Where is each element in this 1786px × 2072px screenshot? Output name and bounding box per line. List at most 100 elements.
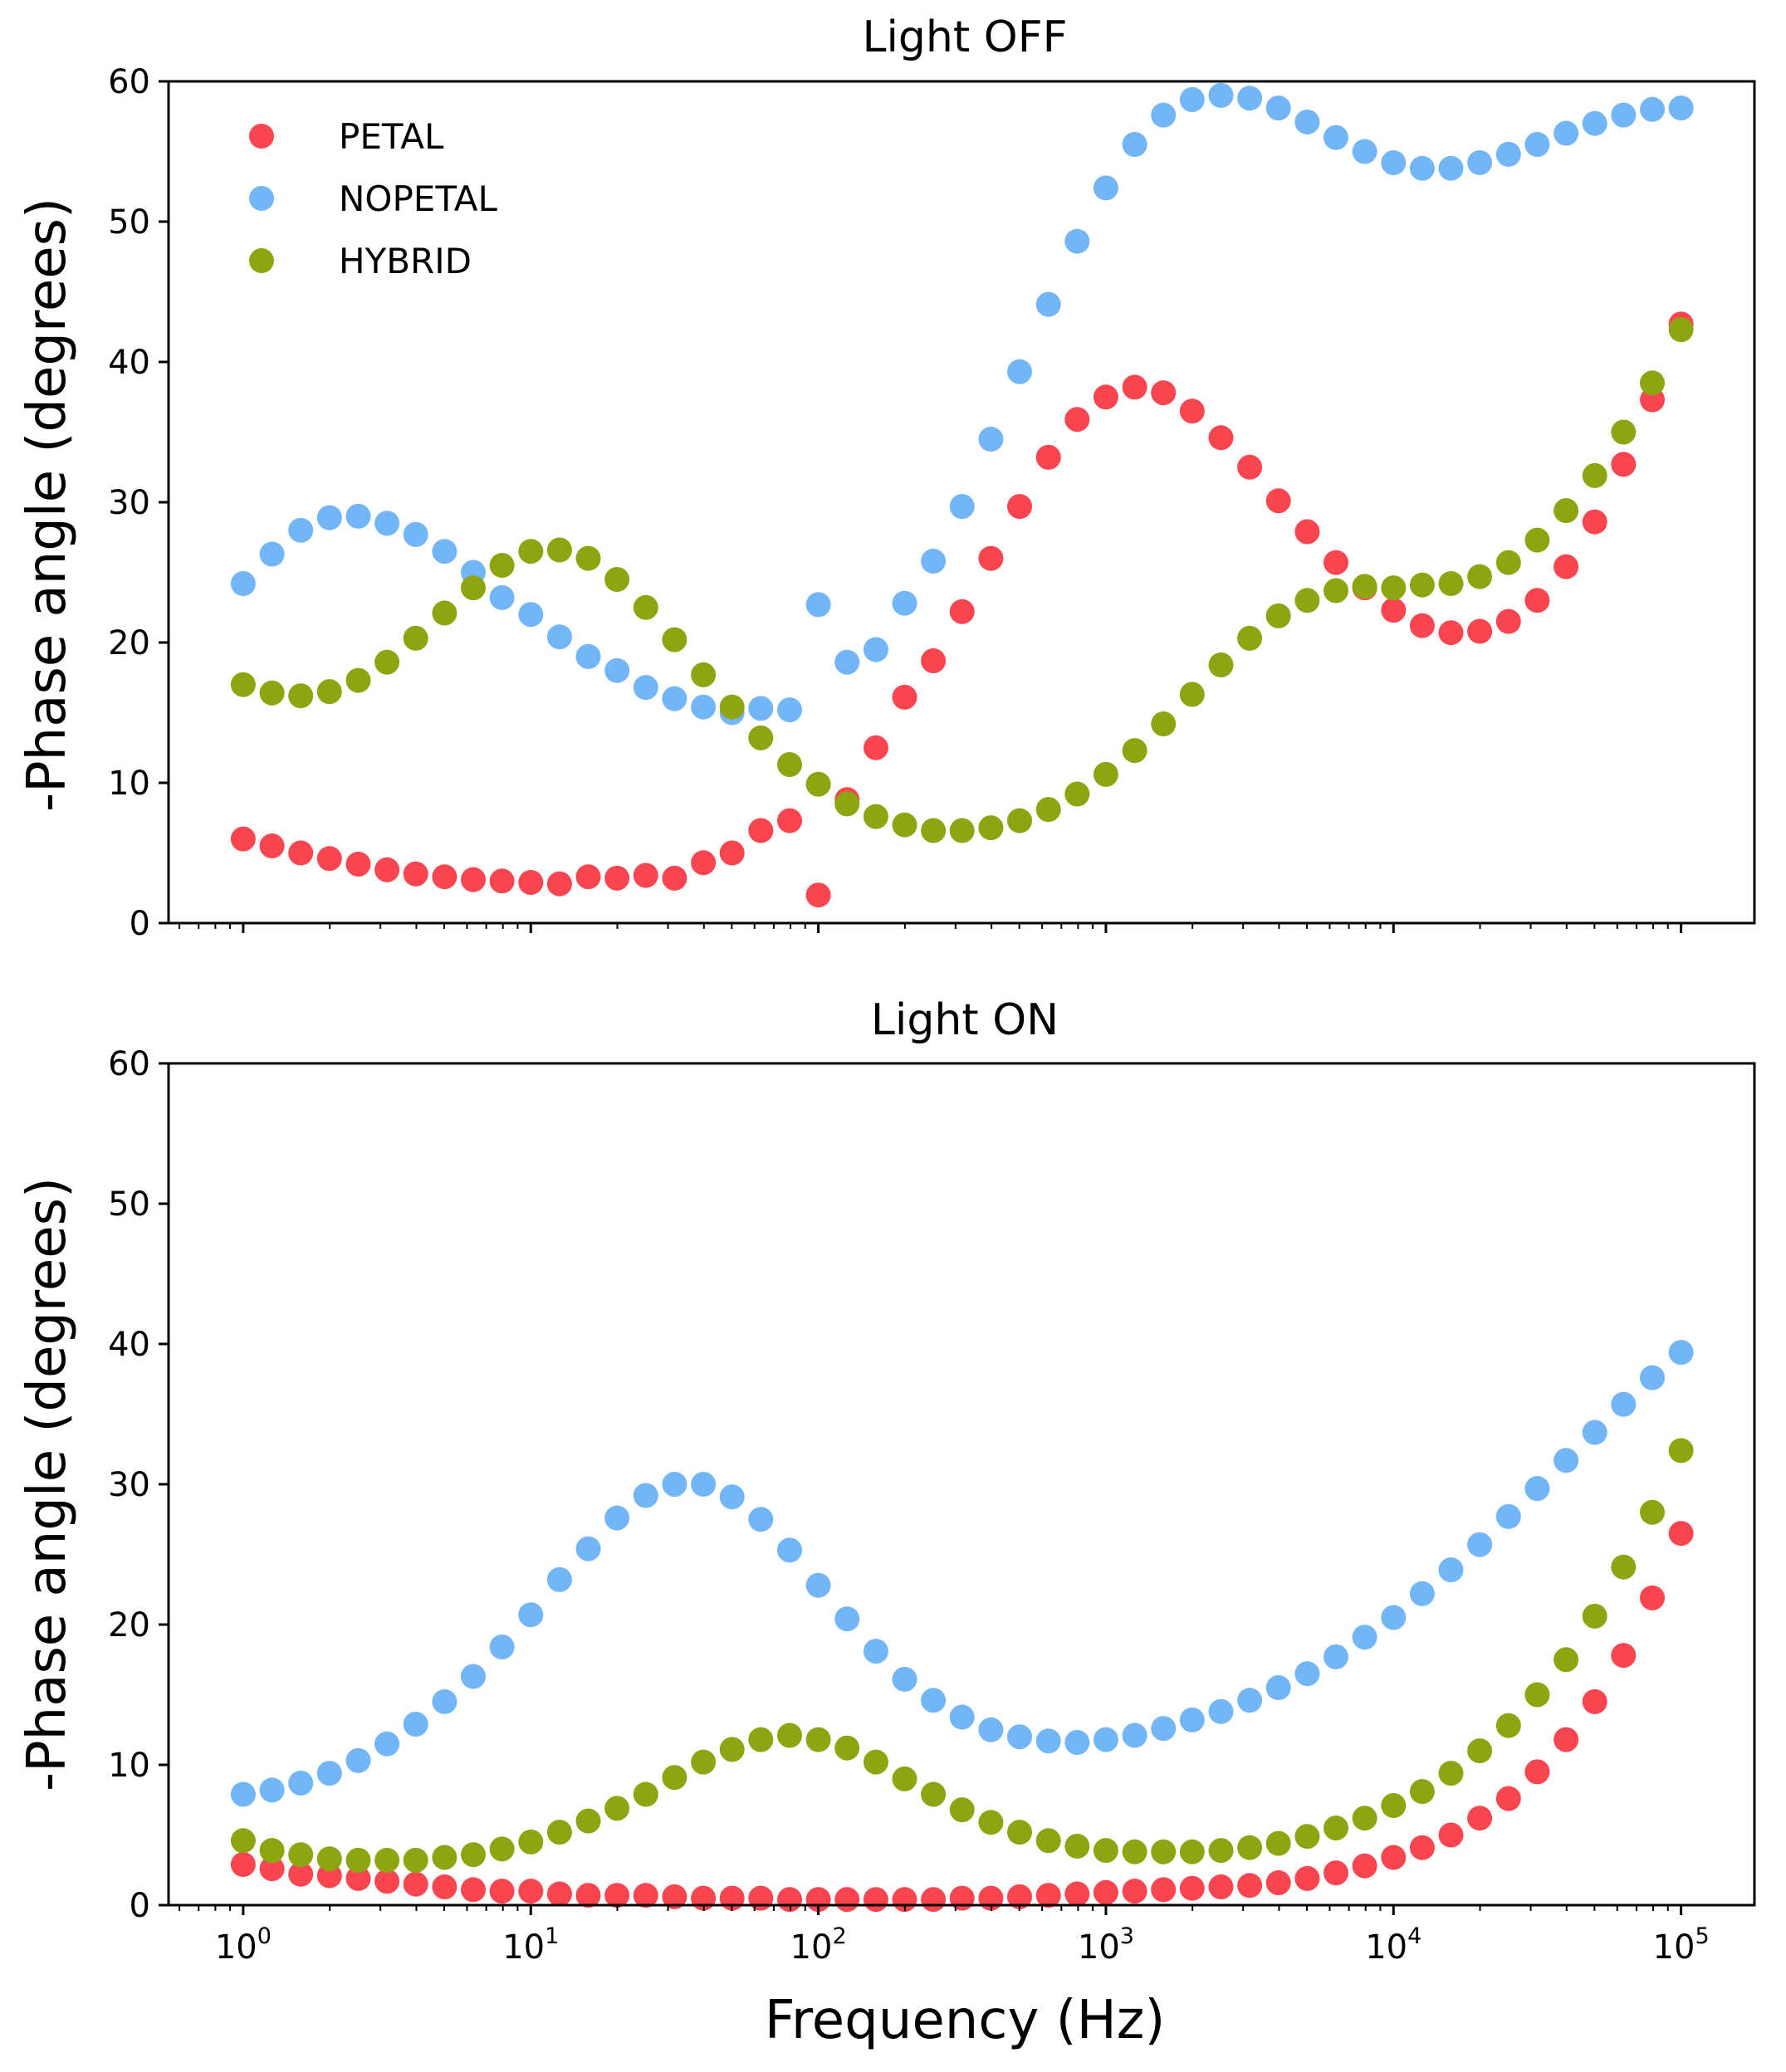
- point-hybrid: [403, 1847, 428, 1873]
- point-nopetal: [978, 1717, 1004, 1742]
- point-petal: [1007, 494, 1032, 520]
- point-hybrid: [1151, 1839, 1177, 1864]
- point-nopetal: [374, 511, 400, 536]
- point-nopetal: [1524, 132, 1550, 157]
- point-hybrid: [374, 649, 400, 675]
- point-nopetal: [1324, 1644, 1348, 1669]
- point-nopetal: [691, 694, 717, 720]
- point-hybrid: [1093, 1838, 1118, 1864]
- legend-label-petal: PETAL: [339, 116, 444, 157]
- point-hybrid: [575, 545, 601, 571]
- point-hybrid: [518, 1829, 544, 1855]
- point-nopetal: [518, 602, 544, 628]
- point-petal: [1237, 1873, 1263, 1899]
- legend-label-nopetal: NOPETAL: [339, 178, 497, 219]
- point-hybrid: [633, 1781, 658, 1807]
- point-hybrid: [1352, 574, 1377, 599]
- point-nopetal: [1294, 110, 1320, 134]
- point-hybrid: [691, 1749, 717, 1775]
- y-tick-label: 50: [108, 1185, 150, 1224]
- point-nopetal: [1007, 1724, 1032, 1750]
- point-petal: [921, 648, 947, 673]
- point-petal: [1640, 1585, 1665, 1610]
- point-hybrid: [1640, 1499, 1665, 1525]
- point-petal: [575, 864, 601, 890]
- point-hybrid: [316, 679, 342, 705]
- point-nopetal: [489, 1635, 515, 1659]
- point-hybrid: [230, 672, 256, 697]
- point-nopetal: [575, 1536, 601, 1561]
- point-nopetal: [1064, 1730, 1090, 1755]
- point-hybrid: [604, 1796, 630, 1821]
- point-petal: [1151, 380, 1177, 406]
- point-hybrid: [1324, 1815, 1348, 1841]
- point-petal: [748, 1885, 774, 1911]
- point-petal: [604, 865, 630, 891]
- point-nopetal: [719, 1484, 745, 1510]
- series-nopetal: [230, 1340, 1694, 1807]
- point-petal: [1007, 1884, 1032, 1909]
- point-nopetal: [1122, 132, 1147, 157]
- point-hybrid: [1324, 578, 1348, 604]
- point-hybrid: [288, 683, 314, 709]
- point-nopetal: [432, 1688, 458, 1714]
- point-nopetal: [1208, 82, 1234, 108]
- point-petal: [1208, 1874, 1234, 1899]
- point-hybrid: [1035, 797, 1061, 823]
- y-tick-label: 10: [108, 765, 150, 803]
- point-hybrid: [1208, 1838, 1234, 1864]
- point-petal: [949, 599, 975, 624]
- point-hybrid: [1064, 781, 1090, 807]
- point-nopetal: [777, 1537, 802, 1563]
- point-hybrid: [863, 1749, 888, 1775]
- point-hybrid: [1524, 527, 1550, 553]
- point-petal: [259, 833, 285, 858]
- point-petal: [403, 861, 428, 887]
- point-nopetal: [1151, 102, 1177, 128]
- point-petal: [1611, 1643, 1637, 1669]
- point-hybrid: [374, 1847, 400, 1873]
- point-hybrid: [1409, 1779, 1435, 1805]
- point-petal: [1554, 554, 1579, 579]
- x-tick-label: 104: [1365, 1923, 1421, 1967]
- point-nopetal: [1179, 87, 1205, 112]
- panel-title: Light OFF: [862, 12, 1067, 62]
- point-petal: [662, 865, 687, 891]
- point-hybrid: [1495, 550, 1521, 575]
- point-nopetal: [1265, 1675, 1291, 1700]
- y-tick-label: 30: [108, 1466, 150, 1504]
- point-nopetal: [604, 657, 630, 683]
- y-tick-label: 0: [130, 1887, 150, 1925]
- point-hybrid: [1265, 603, 1291, 628]
- point-petal: [1324, 550, 1348, 575]
- y-tick-label: 60: [108, 1045, 150, 1083]
- point-petal: [288, 1861, 314, 1887]
- point-nopetal: [604, 1505, 630, 1531]
- point-petal: [288, 840, 314, 866]
- point-hybrid: [805, 771, 831, 797]
- point-petal: [1208, 425, 1234, 451]
- point-petal: [1467, 618, 1493, 644]
- point-petal: [1495, 1786, 1521, 1811]
- point-petal: [345, 852, 371, 877]
- point-nopetal: [1409, 155, 1435, 181]
- point-nopetal: [1640, 96, 1665, 122]
- point-nopetal: [1237, 1688, 1263, 1713]
- point-petal: [978, 545, 1004, 571]
- point-nopetal: [892, 1666, 917, 1692]
- point-petal: [1035, 1883, 1061, 1908]
- point-hybrid: [1668, 1438, 1694, 1464]
- point-hybrid: [949, 1797, 975, 1823]
- point-nopetal: [575, 643, 601, 669]
- point-hybrid: [921, 818, 947, 843]
- point-nopetal: [1035, 1728, 1061, 1754]
- point-hybrid: [546, 1820, 572, 1845]
- y-tick-label: 50: [108, 203, 150, 242]
- point-hybrid: [1122, 738, 1147, 764]
- point-nopetal: [403, 1712, 428, 1737]
- y-tick-label: 20: [108, 624, 150, 662]
- point-petal: [1438, 620, 1464, 646]
- axes: 0 10 20 30 40 50 60: [108, 63, 1683, 943]
